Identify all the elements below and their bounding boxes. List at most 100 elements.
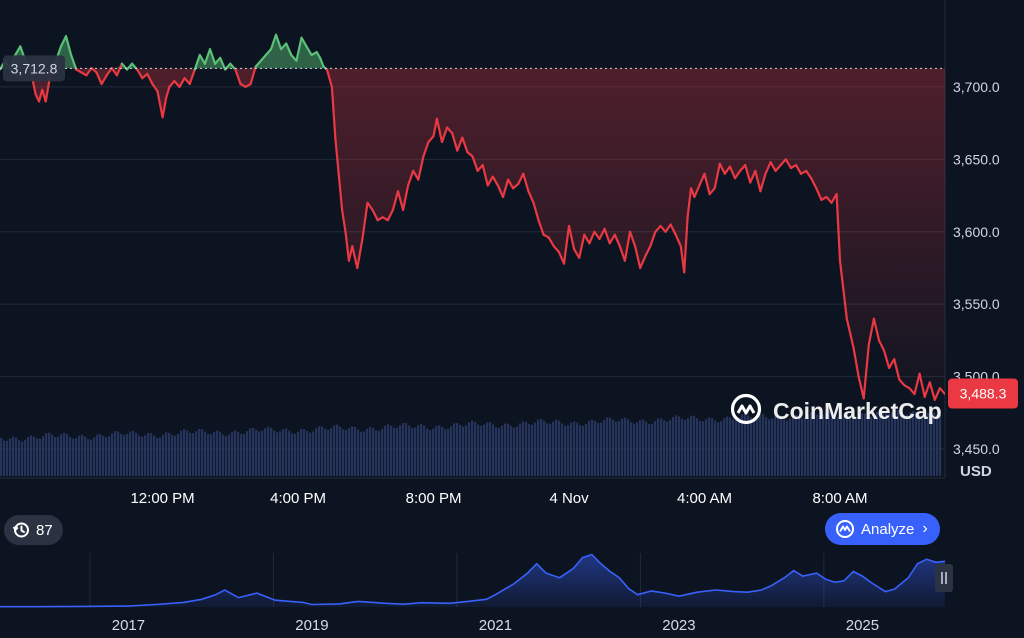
price-line-segment <box>522 172 530 193</box>
currency-label: USD <box>960 463 992 480</box>
price-line-segment <box>639 255 647 270</box>
price-line-segment <box>845 317 852 335</box>
price-line-segment <box>835 193 842 262</box>
price-line-segment <box>633 245 642 270</box>
price-line-segment <box>649 230 657 248</box>
price-area <box>0 33 945 401</box>
price-line-segment <box>229 62 237 71</box>
price-line-segment <box>674 233 682 248</box>
price-line-segment <box>325 68 333 89</box>
price-line-segment <box>269 33 278 51</box>
navigator-x-tick-label: 2025 <box>846 617 879 634</box>
price-line-segment <box>337 172 344 212</box>
price-line-segment <box>852 346 860 378</box>
price-line-segment <box>496 184 505 199</box>
price-line-segment <box>319 56 325 68</box>
history-line <box>0 553 946 608</box>
price-line-segment <box>412 169 420 181</box>
navigator-x-axis: 2017 2019 2021 2023 2025 <box>112 617 879 634</box>
price-line-segment <box>481 164 489 187</box>
y-tick-label: 3,600.0 <box>953 224 1000 240</box>
price-line-segment <box>857 375 865 400</box>
price-line-segment <box>156 90 164 119</box>
x-tick-label: 4:00 PM <box>270 490 326 507</box>
price-line-segment <box>208 48 217 65</box>
price-line-segment <box>882 349 891 369</box>
price-line-segment <box>151 82 159 93</box>
navigator-x-tick-label: 2021 <box>479 617 512 634</box>
analyze-button[interactable]: Analyze › <box>825 513 940 545</box>
x-tick-label: 8:00 PM <box>406 490 462 507</box>
price-line-segment <box>178 77 186 89</box>
y-tick-label: 3,700.0 <box>953 79 1000 95</box>
price-line-segment <box>842 288 848 320</box>
price-line-segment <box>214 56 222 65</box>
price-line-segment <box>105 66 113 77</box>
price-line-segment <box>183 77 191 86</box>
chevron-right-icon: › <box>922 520 928 537</box>
price-line-segment <box>723 165 732 175</box>
price-line-segment <box>547 236 555 248</box>
watermark-text: CoinMarketCap <box>773 398 942 424</box>
price-line-segment <box>451 132 459 152</box>
price-line-segment <box>686 187 693 219</box>
price-line-segment <box>877 339 886 352</box>
price-line-segment <box>810 177 818 190</box>
price-line-segment <box>125 62 134 71</box>
price-line-segment <box>466 151 474 158</box>
history-count: 87 <box>36 521 53 539</box>
price-line-segment <box>578 233 586 259</box>
price-line-segment <box>567 224 576 251</box>
price-line-segment <box>461 136 469 154</box>
price-line-segment <box>69 53 78 71</box>
price-line-segment <box>849 332 855 349</box>
price-line-segment <box>511 182 520 190</box>
price-line-segment <box>804 169 813 180</box>
price-line-segment <box>887 358 896 369</box>
watermark: CoinMarketCap <box>730 393 942 425</box>
x-axis: 12:00 PM 4:00 PM 8:00 PM 4 Nov 4:00 AM 8:00 A… <box>130 490 867 507</box>
price-line-segment <box>923 381 931 398</box>
navigator-handle[interactable] <box>935 564 953 592</box>
price-line-segment <box>219 56 227 71</box>
reference-price-value: 3,712.8 <box>11 60 58 76</box>
price-line-segment <box>435 117 444 144</box>
price-line-segment <box>938 387 945 396</box>
price-line-segment <box>913 372 921 396</box>
price-line-segment <box>698 172 706 187</box>
price-line-segment <box>583 233 591 245</box>
x-tick-label: 8:00 AM <box>812 490 867 507</box>
coinmarketcap-logo-icon <box>730 393 762 425</box>
price-line-segment <box>754 169 762 193</box>
price-line-segment <box>249 65 257 86</box>
price-line-segment <box>280 42 288 51</box>
price-line-segment <box>759 172 767 193</box>
history-count-badge[interactable]: 87 <box>4 515 63 545</box>
price-line-segment <box>774 164 782 172</box>
volume-bars <box>0 410 942 476</box>
price-line-segment <box>371 208 379 222</box>
x-tick-label: 4 Nov <box>549 490 589 507</box>
price-line-segment <box>456 136 464 152</box>
price-line-segment <box>351 245 359 270</box>
price-line-segment <box>532 201 540 222</box>
price-line-segment <box>344 230 350 262</box>
price-line-segment <box>728 165 737 180</box>
price-line-segment <box>664 223 672 233</box>
price-line-segment <box>654 224 662 233</box>
price-line-segment <box>188 68 196 86</box>
price-line-segment <box>422 140 430 158</box>
price-line-segment <box>898 378 906 387</box>
price-line-segment <box>330 85 337 139</box>
price-line-segment <box>862 343 870 400</box>
price-line-segment <box>598 227 606 241</box>
price-line-segment <box>562 224 571 265</box>
history-navigator[interactable]: 2017 2019 2021 2023 2025 <box>0 552 953 634</box>
price-line-segment <box>407 169 415 187</box>
price-line-segment <box>693 184 701 199</box>
price-line-segment <box>14 45 22 57</box>
price-line-segment <box>234 68 242 86</box>
price-line-segment <box>769 161 777 172</box>
last-price-badge: 3,488.3 <box>948 378 1018 409</box>
